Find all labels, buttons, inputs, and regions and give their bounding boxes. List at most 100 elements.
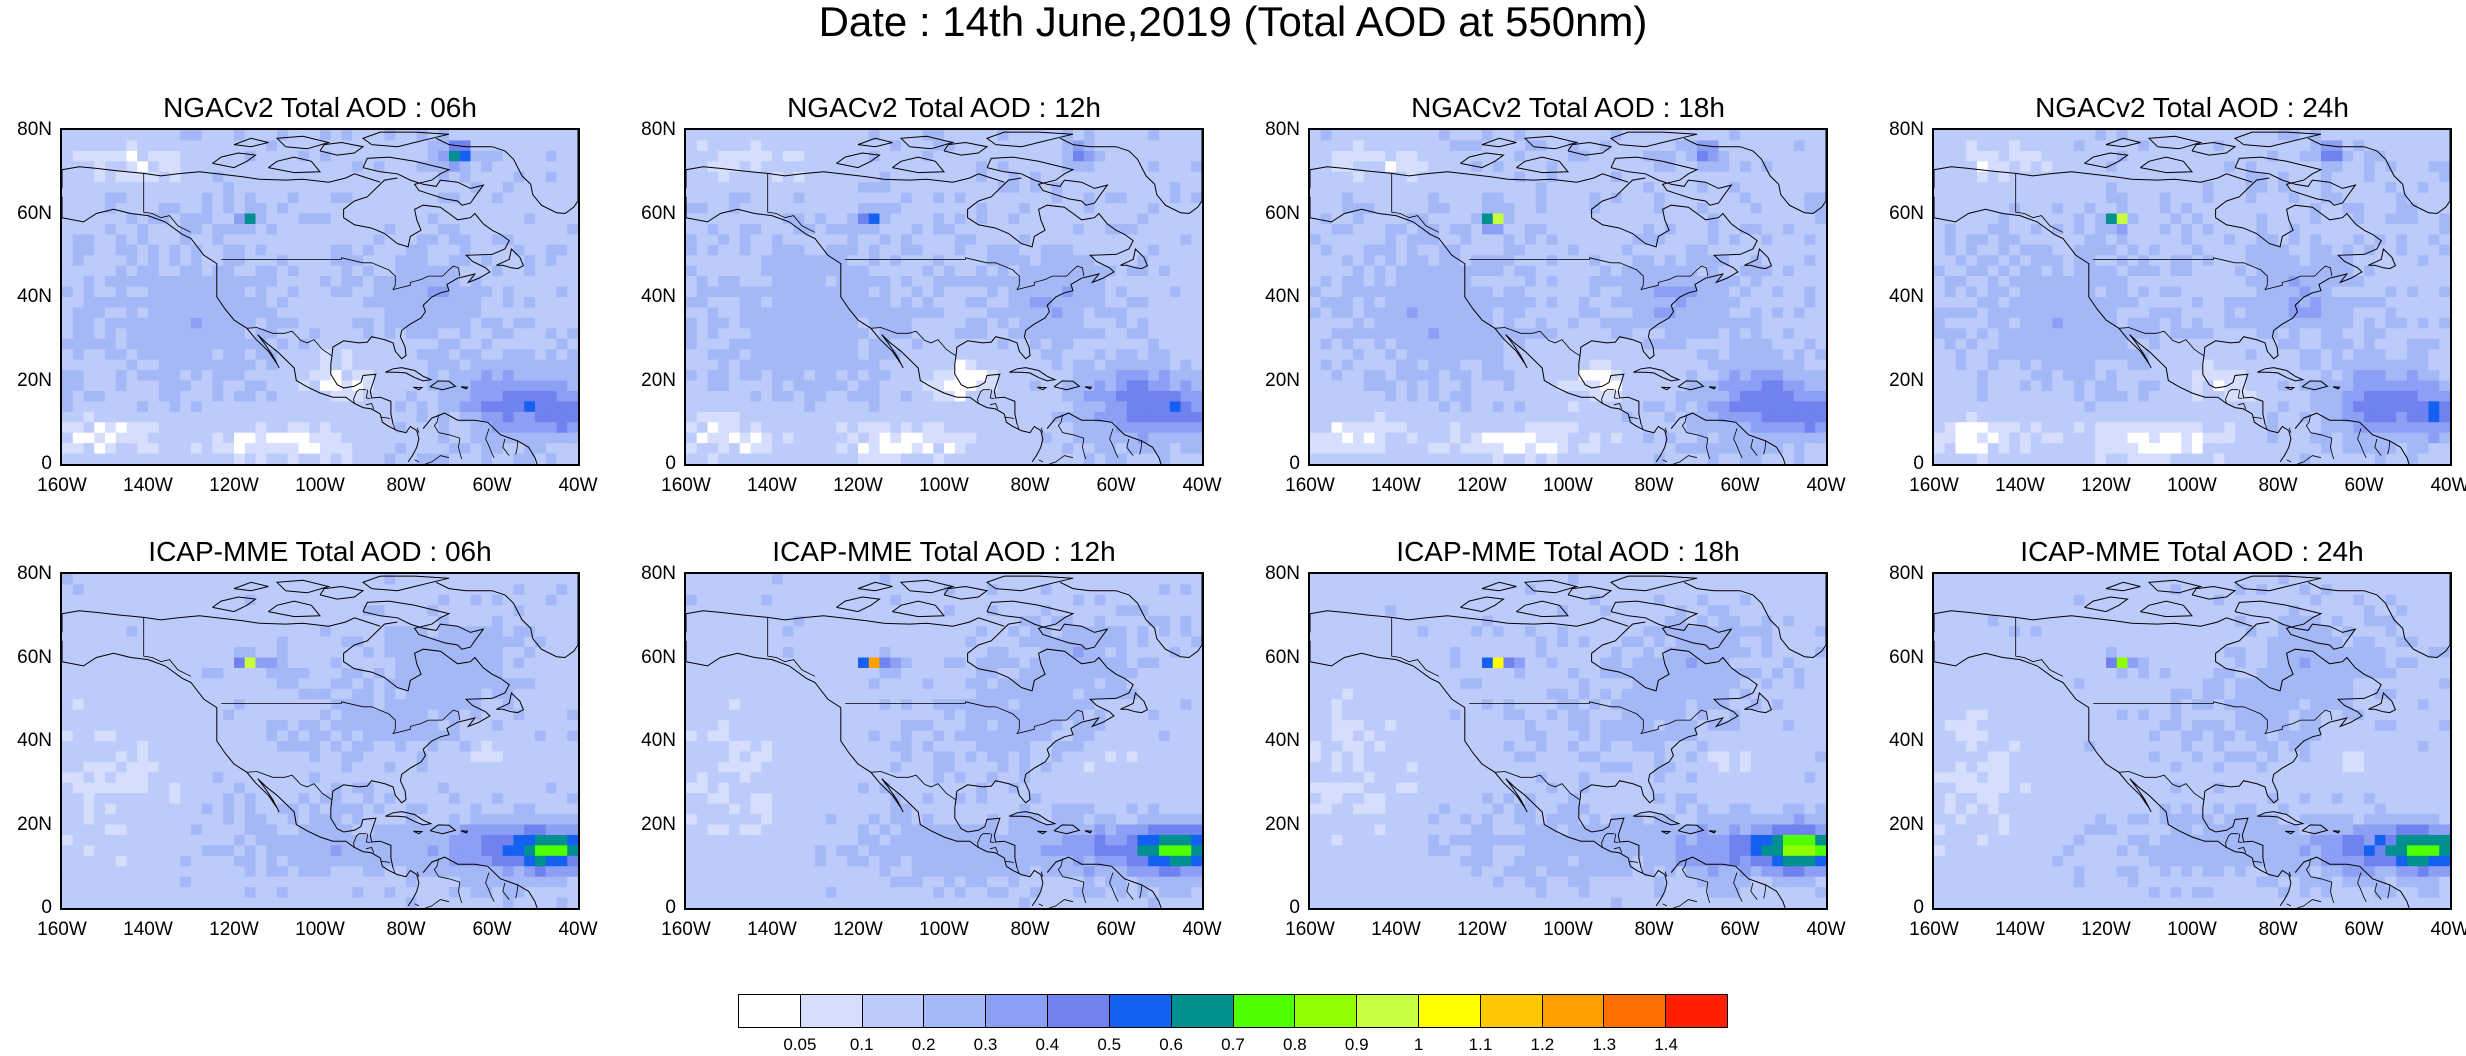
longitude-tick-label: 60W: [1096, 919, 1136, 940]
longitude-tick-label: 40W: [1806, 919, 1846, 940]
latitude-tick-label: 60N: [1265, 646, 1300, 668]
longitude-tick-label: 40W: [558, 919, 598, 940]
latitude-tick-label: 60N: [641, 646, 676, 668]
latitude-tick-label: 80N: [641, 563, 676, 584]
coastlines: [1310, 574, 1826, 908]
map-plot-area: [1308, 128, 1828, 466]
latitude-tick-label: 0: [41, 453, 52, 474]
longitude-tick-label: 160W: [37, 475, 87, 496]
figure-title: Date : 14th June,2019 (Total AOD at 550n…: [818, 0, 1648, 45]
aod-map: [1310, 130, 1826, 464]
panel-title: ICAP-MME Total AOD : 18h: [1396, 536, 1740, 567]
aod-map: [62, 130, 578, 464]
latitude-tick-label: 20N: [641, 813, 676, 835]
latitude-tick-label: 80N: [1889, 563, 1924, 584]
aod-field: [686, 130, 1202, 464]
latitude-tick-label: 80N: [1889, 119, 1924, 140]
colorbar-swatch: [1233, 995, 1296, 1027]
colorbar-swatch: [1418, 995, 1481, 1027]
longitude-tick-label: 140W: [1371, 475, 1421, 496]
longitude-tick-label: 140W: [1995, 919, 2045, 940]
panel-title: NGACv2 Total AOD : 24h: [2035, 92, 2349, 123]
longitude-tick-label: 140W: [123, 475, 173, 496]
latitude-tick-label: 80N: [1265, 119, 1300, 140]
map-panel: ICAP-MME Total AOD : 12h 80N 60N 40N 20N 0 160…: [624, 536, 1224, 976]
longitude-tick-label: 60W: [1096, 475, 1136, 496]
longitude-tick-label: 100W: [1543, 475, 1593, 496]
aod-field: [1310, 574, 1826, 908]
coastlines: [62, 130, 578, 464]
latitude-tick-label: 40N: [17, 286, 52, 307]
aod-map: [686, 574, 1202, 908]
longitude-tick-label: 80W: [2258, 475, 2298, 496]
longitude-tick-label: 160W: [1285, 919, 1335, 940]
latitude-tick-label: 20N: [1265, 369, 1300, 391]
aod-map: [1310, 574, 1826, 908]
latitude-tick-label: 60N: [17, 646, 52, 668]
colorbar-tick-label: 1.2: [1530, 1035, 1555, 1054]
longitude-tick-label: 160W: [1285, 475, 1335, 496]
latitude-tick-label: 0: [1913, 897, 1924, 918]
longitude-tick-label: 160W: [661, 475, 711, 496]
latitude-tick-label: 40N: [17, 730, 52, 751]
aod-field: [1934, 574, 2450, 908]
longitude-tick-label: 120W: [2081, 919, 2131, 940]
map-plot-area: [1932, 128, 2452, 466]
longitude-tick-label: 40W: [1806, 475, 1846, 496]
latitude-tick-label: 20N: [641, 369, 676, 391]
latitude-tick-label: 20N: [17, 813, 52, 835]
longitude-tick-label: 80W: [2258, 919, 2298, 940]
map-panel: ICAP-MME Total AOD : 06h 80N 60N 40N 20N 0 160…: [0, 536, 600, 976]
latitude-tick-label: 0: [665, 897, 676, 918]
longitude-tick-label: 160W: [1909, 919, 1959, 940]
aod-field: [62, 574, 578, 908]
colorbar: [738, 994, 1728, 1028]
colorbar-swatch: [1048, 995, 1110, 1027]
longitude-tick-label: 120W: [209, 475, 259, 496]
longitude-tick-label: 140W: [747, 919, 797, 940]
colorbar-swatch: [1109, 995, 1172, 1027]
map-panel: NGACv2 Total AOD : 24h 80N 60N 40N 20N 0 160W 1…: [1872, 92, 2466, 532]
colorbar-swatch: [1542, 995, 1605, 1027]
map-panel: NGACv2 Total AOD : 12h 80N 60N 40N 20N 0 160W 1…: [624, 92, 1224, 532]
longitude-tick-label: 60W: [2344, 475, 2384, 496]
longitude-tick-label: 80W: [1634, 919, 1674, 940]
latitude-tick-label: 20N: [17, 369, 52, 391]
map-plot-area: [1932, 572, 2452, 910]
longitude-tick-label: 60W: [472, 475, 512, 496]
coastlines: [62, 574, 578, 908]
latitude-tick-label: 40N: [1889, 286, 1924, 307]
latitude-tick-label: 0: [1289, 453, 1300, 474]
colorbar-swatch: [1666, 995, 1727, 1027]
longitude-tick-label: 160W: [37, 919, 87, 940]
latitude-tick-label: 0: [665, 453, 676, 474]
aod-field: [1310, 130, 1826, 464]
longitude-tick-label: 140W: [1371, 919, 1421, 940]
latitude-tick-label: 20N: [1889, 813, 1924, 835]
colorbar-swatch: [1480, 995, 1543, 1027]
latitude-tick-label: 40N: [1265, 286, 1300, 307]
longitude-tick-label: 120W: [209, 919, 259, 940]
latitude-tick-label: 0: [41, 897, 52, 918]
aod-field: [62, 130, 578, 464]
latitude-tick-label: 40N: [1265, 730, 1300, 751]
longitude-tick-label: 120W: [2081, 475, 2131, 496]
colorbar-tick-label: 0.1: [849, 1035, 874, 1054]
colorbar-tick-label: 0.6: [1159, 1035, 1183, 1054]
colorbar-swatch: [1171, 995, 1234, 1027]
colorbar-tick-label: 0.4: [1035, 1035, 1060, 1054]
latitude-tick-label: 60N: [1889, 202, 1924, 224]
map-panel: NGACv2 Total AOD : 18h 80N 60N 40N 20N 0 160W 1…: [1248, 92, 1848, 532]
colorbar-swatch: [800, 995, 863, 1027]
colorbar-tick-label: 1.3: [1592, 1035, 1617, 1054]
latitude-tick-label: 0: [1289, 897, 1300, 918]
longitude-tick-label: 160W: [661, 919, 711, 940]
coastlines: [1934, 130, 2450, 464]
aod-field: [686, 574, 1202, 908]
aod-map: [62, 574, 578, 908]
longitude-tick-label: 60W: [1720, 919, 1760, 940]
coastlines: [1934, 574, 2450, 908]
colorbar-tick-label: 0.9: [1344, 1035, 1369, 1054]
coastlines: [686, 574, 1202, 908]
longitude-tick-label: 120W: [833, 919, 883, 940]
